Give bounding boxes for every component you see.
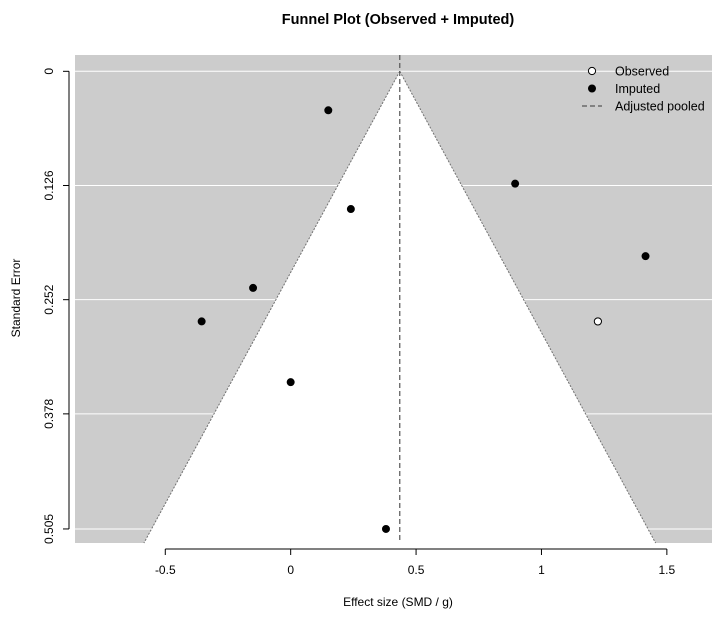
y-tick-label: 0.126 (42, 170, 56, 200)
imputed-point-2 (511, 179, 520, 188)
x-tick-label: 0 (287, 563, 294, 577)
x-axis-title: Effect size (SMD / g) (343, 595, 453, 609)
imputed-point-6 (197, 317, 206, 326)
imputed-point-3 (346, 205, 355, 214)
plot-area (75, 55, 712, 544)
x-tick-label: 1 (538, 563, 545, 577)
legend-label: Observed (615, 65, 669, 79)
imputed-point-1 (324, 106, 333, 115)
legend-imputed-symbol (588, 84, 597, 93)
y-tick-label: 0.505 (42, 514, 56, 544)
x-axis: -0.5 0 0.5 1 1.5 (155, 548, 676, 577)
x-tick-label: 1.5 (659, 563, 676, 577)
x-tick-label: -0.5 (155, 563, 176, 577)
imputed-point-8 (381, 524, 390, 533)
legend: Observed Imputed Adjusted pooled (582, 65, 705, 114)
funnel-right-edge (399, 71, 657, 544)
funnel-left-edge (143, 71, 401, 544)
legend-label: Adjusted pooled (615, 100, 705, 114)
legend-label: Imputed (615, 82, 660, 96)
x-tick-label: 0.5 (408, 563, 425, 577)
chart-title: Funnel Plot (Observed + Imputed) (282, 12, 515, 28)
y-axis-title: Standard Error (9, 259, 23, 338)
imputed-point-5 (249, 283, 258, 292)
y-tick-label: 0.378 (42, 399, 56, 429)
y-axis: 0 0.126 0.252 0.378 0.505 (42, 68, 70, 544)
imputed-point-4 (641, 252, 650, 261)
y-tick-label: 0 (42, 68, 56, 75)
observed-point-1 (593, 317, 602, 326)
data-points (197, 106, 650, 533)
y-tick-label: 0.252 (42, 284, 56, 314)
imputed-point-7 (286, 378, 295, 387)
legend-observed-symbol (587, 66, 597, 76)
